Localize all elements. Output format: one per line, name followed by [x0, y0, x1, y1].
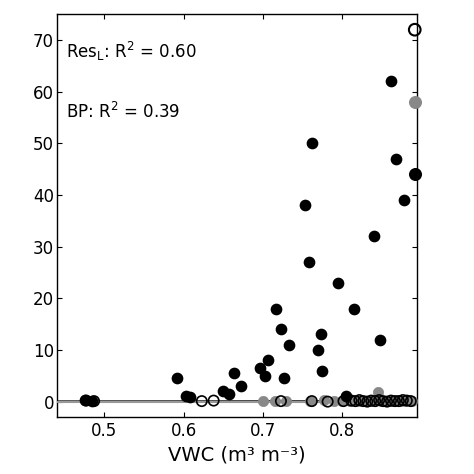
Point [277, 397, 285, 405]
Point [379, 397, 387, 405]
Point [359, 397, 367, 405]
Point [324, 398, 331, 405]
Point [411, 171, 419, 178]
Point [259, 397, 266, 404]
Point [408, 397, 415, 404]
Point [405, 396, 412, 404]
Point [321, 396, 328, 404]
Point [393, 396, 401, 404]
Point [352, 397, 359, 405]
Point [301, 201, 309, 209]
Point [366, 397, 374, 405]
Point [261, 372, 269, 380]
Point [314, 346, 322, 354]
Point [237, 383, 245, 390]
Point [264, 356, 272, 364]
Point [91, 397, 98, 405]
Point [305, 258, 312, 266]
Point [210, 397, 218, 404]
Text: BP: R$^2$ = 0.39: BP: R$^2$ = 0.39 [66, 102, 181, 122]
Point [401, 397, 409, 405]
Point [308, 397, 316, 405]
Point [280, 374, 288, 382]
Point [283, 397, 290, 405]
Point [342, 392, 350, 400]
Point [330, 397, 338, 405]
Point [182, 392, 190, 400]
Point [356, 396, 363, 404]
Point [319, 367, 326, 374]
Point [387, 397, 395, 404]
Point [403, 397, 410, 404]
Point [273, 305, 280, 312]
Point [277, 326, 285, 333]
Point [411, 98, 419, 106]
Point [346, 397, 354, 404]
Point [400, 196, 408, 204]
Point [82, 397, 90, 404]
Point [338, 397, 346, 404]
Point [173, 374, 181, 382]
Point [317, 331, 324, 338]
Point [219, 388, 227, 395]
Point [370, 397, 377, 404]
Point [392, 155, 400, 163]
Text: Res$_\mathrm{L}$: R$^2$ = 0.60: Res$_\mathrm{L}$: R$^2$ = 0.60 [66, 40, 197, 63]
Point [383, 398, 391, 405]
Point [375, 396, 383, 404]
Point [390, 397, 397, 405]
Point [387, 397, 395, 405]
Point [230, 369, 238, 377]
Point [340, 397, 347, 405]
Point [334, 279, 342, 287]
Point [399, 396, 407, 404]
Point [398, 397, 405, 404]
Point [307, 397, 314, 404]
Point [367, 397, 375, 404]
Point [391, 397, 399, 405]
Point [308, 139, 316, 147]
Point [376, 336, 383, 344]
Point [395, 397, 403, 405]
Point [362, 397, 369, 405]
X-axis label: VWC (m³ m⁻³): VWC (m³ m⁻³) [168, 446, 306, 465]
Point [387, 78, 395, 85]
Point [374, 389, 381, 396]
Point [347, 397, 355, 404]
Point [382, 397, 389, 405]
Point [411, 26, 419, 34]
Point [186, 394, 194, 401]
Point [198, 397, 206, 405]
Point [285, 341, 292, 348]
Point [271, 397, 278, 405]
Point [358, 397, 365, 404]
Point [354, 397, 362, 405]
Point [350, 305, 357, 312]
Point [371, 397, 379, 405]
Point [256, 364, 264, 372]
Point [378, 397, 385, 405]
Point [407, 397, 415, 405]
Point [370, 233, 377, 240]
Point [226, 390, 233, 398]
Point [82, 396, 89, 404]
Point [364, 398, 371, 405]
Point [384, 397, 392, 404]
Point [88, 397, 95, 404]
